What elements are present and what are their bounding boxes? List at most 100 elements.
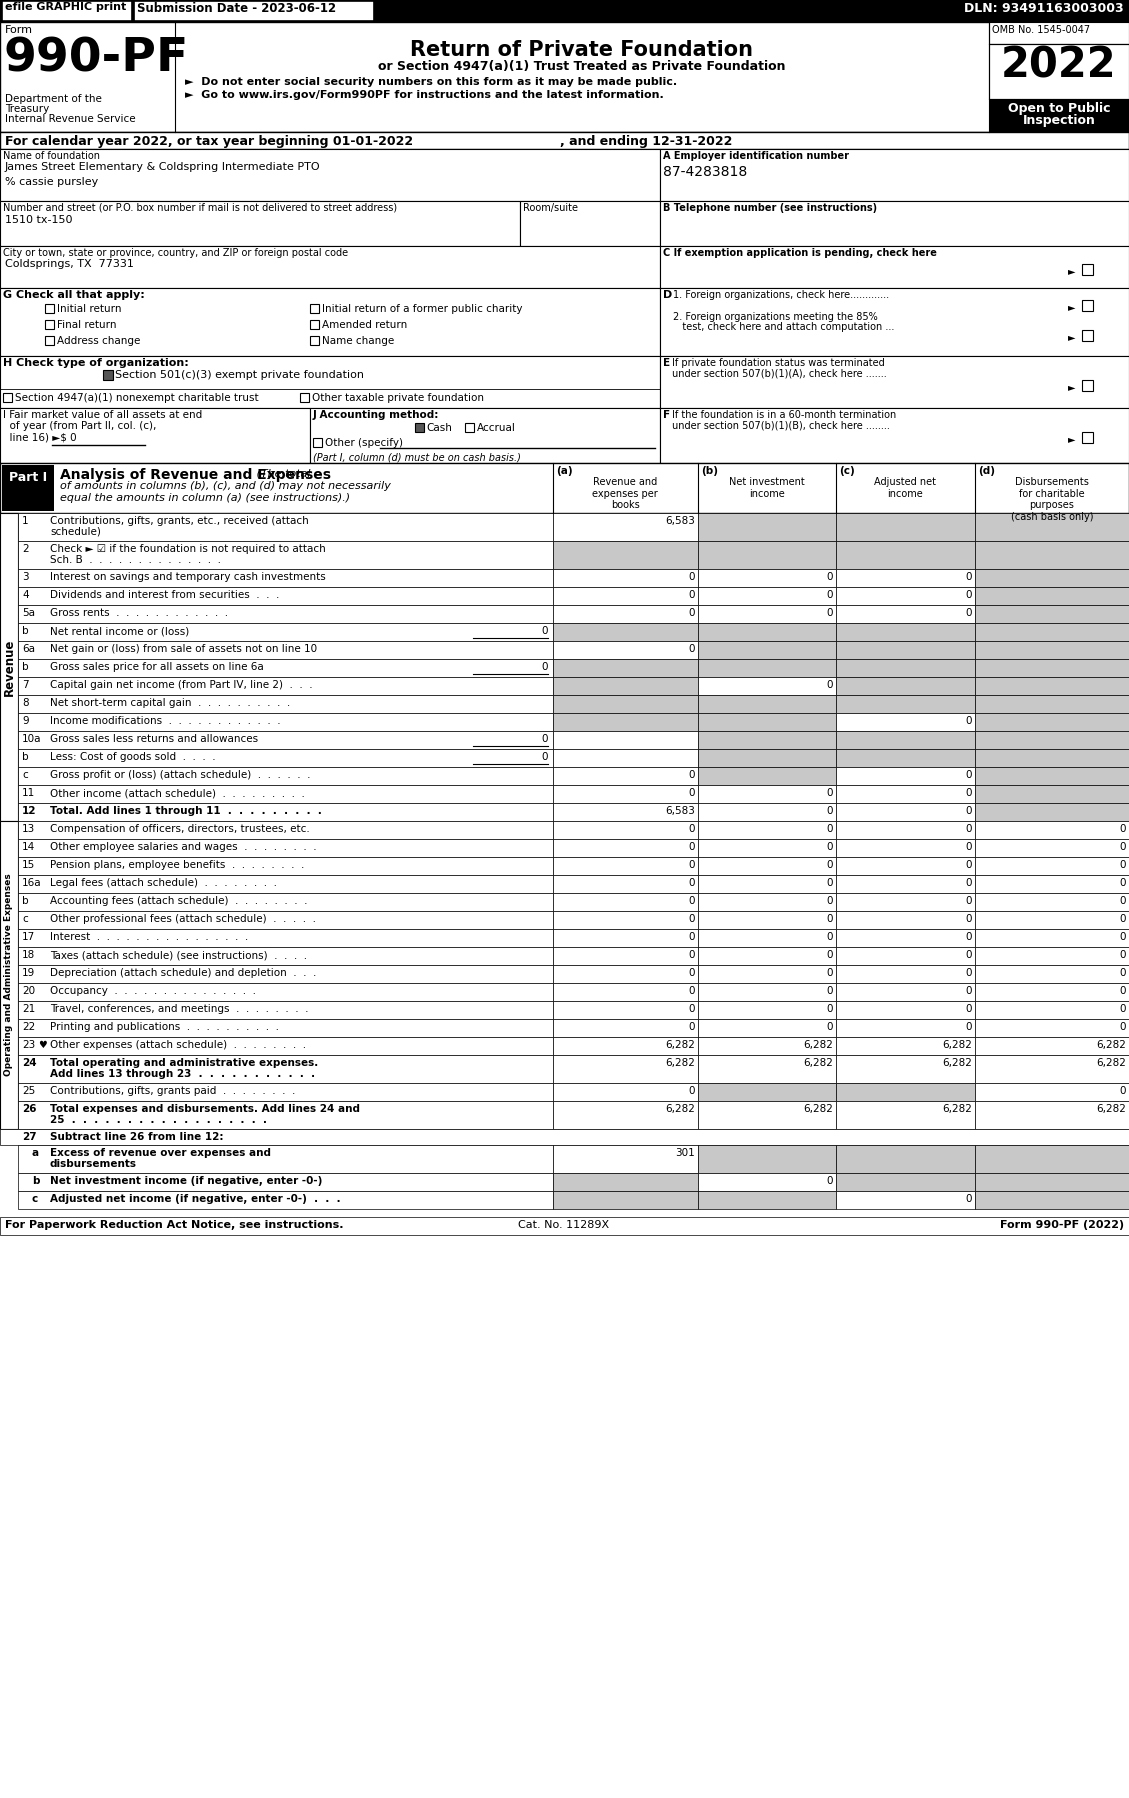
Bar (975, 858, 1129, 876)
Bar (18, 1001, 553, 1019)
Bar (18, 604, 553, 622)
Bar (18, 930, 553, 948)
Bar (975, 804, 1129, 822)
Bar (698, 642, 835, 660)
Text: 0: 0 (689, 823, 695, 834)
Text: 6,282: 6,282 (942, 1104, 972, 1115)
Bar (660, 408, 1129, 464)
Text: Coldsprings, TX  77331: Coldsprings, TX 77331 (5, 259, 134, 270)
Text: Net short-term capital gain  .  .  .  .  .  .  .  .  .  .: Net short-term capital gain . . . . . . … (50, 698, 290, 708)
Bar (1082, 432, 1093, 442)
Text: 0: 0 (965, 608, 972, 619)
Bar (553, 840, 698, 858)
Bar (835, 1001, 975, 1019)
Bar (698, 840, 835, 858)
Bar (975, 678, 1129, 696)
Bar (18, 966, 553, 984)
Text: 0: 0 (689, 841, 695, 852)
Text: 0: 0 (1120, 1021, 1126, 1032)
Text: 25: 25 (21, 1086, 35, 1097)
Text: Amended return: Amended return (322, 320, 408, 331)
Bar (835, 1145, 975, 1172)
Bar (0, 246, 660, 288)
Bar (835, 714, 975, 732)
Bar (698, 948, 835, 966)
Text: Revenue: Revenue (2, 638, 16, 696)
Bar (553, 541, 698, 568)
Text: of amounts in columns (b), (c), and (d) may not necessarily: of amounts in columns (b), (c), and (d) … (60, 482, 391, 491)
Text: 0: 0 (689, 895, 695, 906)
Bar (698, 696, 835, 714)
Bar (553, 984, 698, 1001)
Text: ►: ► (1068, 266, 1076, 277)
Text: 0: 0 (689, 949, 695, 960)
Text: 0: 0 (826, 590, 833, 601)
Text: C If exemption application is pending, check here: C If exemption application is pending, c… (663, 248, 937, 257)
Bar (698, 1082, 835, 1100)
Bar (415, 423, 425, 432)
Bar (1082, 264, 1093, 275)
Bar (553, 678, 698, 696)
Bar (0, 1217, 1129, 1235)
Text: 0: 0 (826, 931, 833, 942)
Bar (660, 149, 1129, 201)
Bar (698, 894, 835, 912)
Text: 6,282: 6,282 (942, 1039, 972, 1050)
Bar (698, 732, 835, 750)
Text: Revenue and
expenses per
books: Revenue and expenses per books (592, 476, 658, 511)
Text: 6,282: 6,282 (803, 1104, 833, 1115)
Bar (975, 714, 1129, 732)
Text: 0: 0 (965, 841, 972, 852)
Bar (975, 750, 1129, 768)
Text: Net investment income (if negative, enter -0-): Net investment income (if negative, ente… (50, 1176, 323, 1187)
Text: 0: 0 (826, 841, 833, 852)
Text: 0: 0 (542, 662, 548, 672)
Text: J Accounting method:: J Accounting method: (313, 410, 439, 421)
Text: Interest on savings and temporary cash investments: Interest on savings and temporary cash i… (50, 572, 326, 583)
Text: 0: 0 (965, 1021, 972, 1032)
Bar (835, 512, 975, 541)
Bar (698, 1190, 835, 1208)
Text: 24: 24 (21, 1057, 36, 1068)
Text: Accrual: Accrual (476, 423, 516, 433)
Text: Interest  .  .  .  .  .  .  .  .  .  .  .  .  .  .  .  .: Interest . . . . . . . . . . . . . . . . (50, 931, 248, 942)
Bar (553, 1100, 698, 1129)
Text: 0: 0 (965, 572, 972, 583)
Text: 0: 0 (826, 967, 833, 978)
Text: 0: 0 (826, 949, 833, 960)
Bar (1082, 331, 1093, 342)
Text: test, check here and attach computation ...: test, check here and attach computation … (673, 322, 894, 333)
Text: Initial return of a former public charity: Initial return of a former public charit… (322, 304, 523, 315)
Bar (18, 1100, 553, 1129)
Bar (0, 131, 1129, 149)
Bar (18, 840, 553, 858)
Text: (a): (a) (555, 466, 572, 476)
Text: 0: 0 (689, 1021, 695, 1032)
Text: Room/suite: Room/suite (523, 203, 578, 212)
Bar (660, 356, 1129, 408)
Text: Adjusted net
income: Adjusted net income (874, 476, 936, 498)
Bar (835, 822, 975, 840)
Text: Net gain or (loss) from sale of assets not on line 10: Net gain or (loss) from sale of assets n… (50, 644, 317, 654)
Bar (975, 948, 1129, 966)
Text: Number and street (or P.O. box number if mail is not delivered to street address: Number and street (or P.O. box number if… (3, 203, 397, 212)
Text: Taxes (attach schedule) (see instructions)  .  .  .  .: Taxes (attach schedule) (see instruction… (50, 949, 307, 960)
Text: For calendar year 2022, or tax year beginning 01-01-2022: For calendar year 2022, or tax year begi… (5, 135, 413, 147)
Text: 0: 0 (826, 895, 833, 906)
Bar (975, 822, 1129, 840)
Text: 301: 301 (675, 1147, 695, 1158)
Text: A Employer identification number: A Employer identification number (663, 151, 849, 162)
Bar (553, 876, 698, 894)
Text: under section 507(b)(1)(A), check here .......: under section 507(b)(1)(A), check here .… (672, 369, 886, 379)
Bar (45, 320, 54, 329)
Bar (975, 1082, 1129, 1100)
Text: For Paperwork Reduction Act Notice, see instructions.: For Paperwork Reduction Act Notice, see … (5, 1221, 343, 1230)
Bar (698, 750, 835, 768)
Text: 25  .  .  .  .  .  .  .  .  .  .  .  .  .  .  .  .  .  .: 25 . . . . . . . . . . . . . . . . . . (50, 1115, 266, 1126)
Text: 0: 0 (826, 823, 833, 834)
Text: 0: 0 (1120, 949, 1126, 960)
Text: 27: 27 (21, 1133, 36, 1142)
Text: 23: 23 (21, 1039, 35, 1050)
Text: Total. Add lines 1 through 11  .  .  .  .  .  .  .  .  .: Total. Add lines 1 through 11 . . . . . … (50, 806, 322, 816)
Text: 0: 0 (689, 931, 695, 942)
